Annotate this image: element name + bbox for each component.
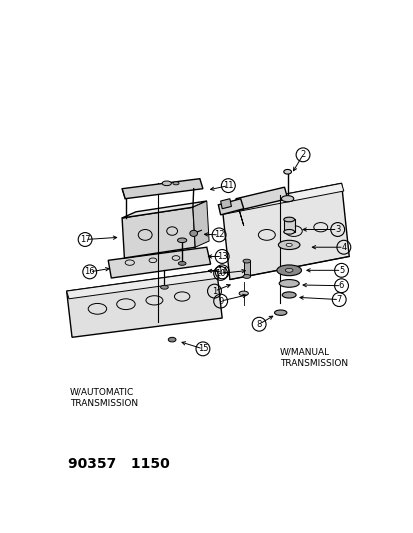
Ellipse shape	[276, 265, 301, 276]
Polygon shape	[220, 199, 231, 209]
Text: 3: 3	[334, 225, 339, 234]
Text: 4: 4	[340, 243, 346, 252]
Polygon shape	[122, 207, 195, 258]
Text: W/MANUAL
TRANSMISSION: W/MANUAL TRANSMISSION	[279, 348, 347, 368]
Text: W/AUTOMATIC
TRANSMISSION: W/AUTOMATIC TRANSMISSION	[69, 387, 138, 408]
Text: 15: 15	[197, 344, 208, 353]
Ellipse shape	[283, 169, 291, 174]
Ellipse shape	[168, 337, 176, 342]
Text: 14: 14	[216, 268, 227, 276]
Polygon shape	[66, 270, 222, 337]
Text: 11: 11	[223, 181, 233, 190]
Polygon shape	[122, 179, 202, 199]
Ellipse shape	[177, 238, 186, 243]
Text: 5: 5	[338, 266, 343, 275]
Text: 12: 12	[214, 230, 224, 239]
Ellipse shape	[282, 292, 295, 298]
FancyBboxPatch shape	[283, 220, 294, 232]
Text: 7: 7	[336, 295, 341, 304]
Ellipse shape	[281, 196, 293, 202]
Polygon shape	[222, 183, 343, 214]
Polygon shape	[218, 199, 243, 215]
Ellipse shape	[285, 269, 292, 272]
Text: 16: 16	[84, 268, 95, 276]
Polygon shape	[122, 201, 206, 218]
FancyBboxPatch shape	[243, 261, 249, 277]
Ellipse shape	[162, 181, 171, 185]
Ellipse shape	[274, 310, 286, 316]
Text: 10: 10	[215, 269, 225, 278]
Ellipse shape	[173, 182, 179, 185]
Ellipse shape	[190, 230, 197, 237]
Polygon shape	[66, 270, 218, 299]
Ellipse shape	[242, 274, 250, 278]
Ellipse shape	[239, 291, 248, 296]
Polygon shape	[235, 187, 287, 210]
Text: 1: 1	[211, 287, 216, 296]
Text: 9: 9	[218, 297, 223, 305]
Text: 13: 13	[216, 252, 227, 261]
Text: 6: 6	[338, 281, 343, 290]
Polygon shape	[192, 201, 209, 247]
Ellipse shape	[283, 230, 294, 234]
Polygon shape	[222, 183, 349, 280]
Text: 90357   1150: 90357 1150	[68, 457, 169, 471]
Polygon shape	[235, 199, 243, 225]
Ellipse shape	[242, 259, 250, 263]
Text: 8: 8	[256, 320, 261, 329]
Ellipse shape	[278, 280, 299, 287]
Ellipse shape	[285, 244, 292, 246]
Text: 17: 17	[80, 235, 90, 244]
Text: 2: 2	[300, 150, 305, 159]
Ellipse shape	[178, 262, 185, 265]
Ellipse shape	[283, 217, 294, 222]
Polygon shape	[108, 247, 210, 278]
Ellipse shape	[160, 285, 168, 289]
Ellipse shape	[278, 240, 299, 249]
